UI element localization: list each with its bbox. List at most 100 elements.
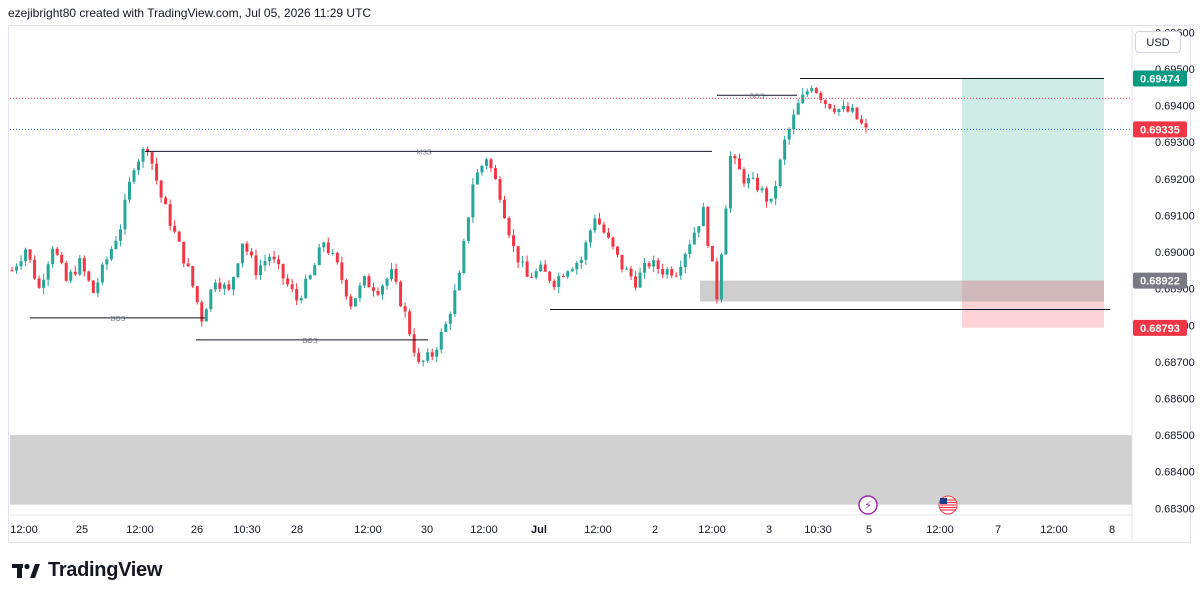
candle-body [105, 259, 109, 265]
candle-body [570, 269, 574, 272]
candle-body [426, 352, 430, 361]
candle-body [313, 265, 317, 276]
candle-body [182, 241, 186, 264]
candle-body [796, 103, 800, 115]
candle-body [421, 360, 425, 362]
y-tick-label: 0.69000 [1155, 247, 1195, 259]
x-tick-label: 25 [76, 524, 88, 536]
x-tick-label: 12:00 [470, 524, 498, 536]
candle-body [33, 259, 37, 279]
candle-body [209, 289, 213, 310]
candle-body [249, 251, 253, 256]
candle-body [503, 199, 507, 219]
candle-body [150, 152, 154, 164]
flag-canton [940, 498, 947, 504]
candle-body [841, 106, 845, 110]
candle-body [304, 278, 308, 299]
candle-body [100, 264, 104, 283]
candle-body [46, 264, 50, 280]
price-tag-label: 0.69335 [1140, 124, 1180, 136]
candle-body [381, 285, 385, 295]
candle-body [263, 261, 267, 266]
candle-body [611, 237, 615, 247]
candle-body [462, 240, 466, 273]
candle-body [326, 242, 330, 254]
candle-body [444, 323, 448, 332]
candle-body [828, 103, 832, 109]
y-tick-label: 0.68400 [1155, 467, 1195, 479]
candle-body [408, 311, 412, 335]
candle-body [530, 276, 534, 278]
x-tick-label: 28 [291, 524, 303, 536]
candle-body [697, 226, 701, 233]
candle-body [516, 246, 520, 263]
candle-body [466, 217, 470, 241]
candle-body [819, 92, 823, 101]
candle-body [525, 261, 529, 277]
candle-body [55, 248, 59, 255]
price-tag [1133, 272, 1187, 289]
candle-body [236, 263, 240, 278]
candle-body [548, 271, 552, 281]
candle-body [295, 289, 299, 301]
candle-body [557, 276, 561, 287]
candle-body [344, 279, 348, 297]
candle-body [670, 269, 674, 276]
candle-body [733, 156, 737, 159]
candle-body [769, 198, 773, 202]
candle-body [539, 264, 543, 272]
candle-body [728, 156, 732, 209]
candle-body [168, 204, 172, 226]
candle-body [778, 159, 782, 187]
candle-body [864, 123, 868, 128]
candle-body [358, 285, 362, 299]
candle-body [109, 248, 113, 260]
candle-body [652, 260, 656, 267]
candle-body [191, 266, 195, 287]
tradingview-logo-icon [12, 563, 40, 578]
candle-body [73, 271, 77, 275]
candle-body [173, 225, 177, 232]
currency-button[interactable]: USD [1135, 31, 1181, 53]
candle-body [715, 261, 719, 300]
candle-body [132, 170, 136, 182]
candle-body [430, 352, 434, 357]
candle-body [254, 255, 258, 276]
candle-body [91, 280, 95, 293]
y-tick-label: 0.68300 [1155, 503, 1195, 515]
candle-body [376, 290, 380, 295]
candle-body [222, 284, 226, 289]
candle-body [177, 231, 181, 242]
candle-body [471, 184, 475, 218]
candle-body [480, 165, 484, 173]
candle-body [774, 186, 778, 199]
attribution-text: ezejibright80 created with TradingView.c… [8, 6, 372, 20]
candle-body [805, 91, 809, 95]
candle-body [593, 218, 597, 231]
candle-body [281, 264, 285, 279]
candle-body [724, 208, 728, 255]
candle-body [629, 268, 633, 277]
candle-body [579, 259, 583, 263]
chart-frame [8, 25, 1191, 543]
candle-body [606, 232, 610, 238]
structure-label: BOS [750, 93, 765, 100]
x-tick-label: 10:30 [804, 524, 832, 536]
candle-body [240, 243, 244, 264]
brand-name: TradingView [48, 559, 163, 581]
candle-body [683, 254, 687, 267]
candle-body [588, 230, 592, 243]
candle-body [507, 218, 511, 236]
candle-body [394, 269, 398, 282]
candle-body [186, 263, 190, 267]
candle-body [747, 177, 751, 184]
candle-body [308, 275, 312, 279]
candle-body [272, 256, 276, 260]
candle-body [137, 161, 141, 171]
candle-body [665, 269, 669, 275]
tradingview-logo[interactable]: TradingView [12, 559, 162, 582]
candle-body [417, 352, 421, 362]
x-tick-label: 12:00 [126, 524, 154, 536]
candle-body [679, 266, 683, 276]
